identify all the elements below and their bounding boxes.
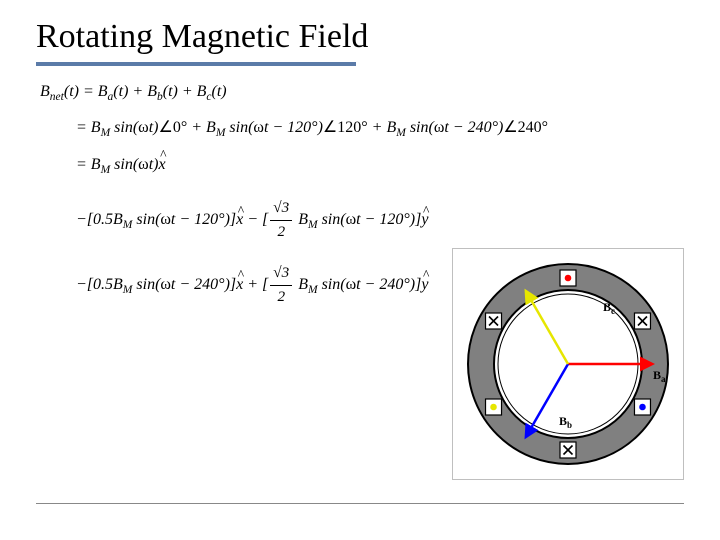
- footer-rule: [36, 503, 684, 504]
- eq-line-3: = BM sin(ωt)x: [76, 153, 684, 179]
- conductor: [486, 399, 502, 415]
- stator-diagram: BaBbBc: [452, 248, 684, 480]
- page-title: Rotating Magnetic Field: [36, 18, 684, 56]
- conductor: [560, 442, 576, 458]
- conductor: [634, 313, 650, 329]
- conductor: [486, 313, 502, 329]
- eq-line-4: −[0.5BM sin(ωt − 120°)]x − [√32 BM sin(ω…: [76, 197, 684, 244]
- eq-line-2: = BM sin(ωt)∠0° + BM sin(ωt − 120°)∠120°…: [76, 116, 684, 142]
- eq-line-1: Bnet(t) = Ba(t) + Bb(t) + Bc(t): [40, 80, 684, 106]
- conductor: [560, 270, 576, 286]
- conductor: [634, 399, 650, 415]
- title-underline: [36, 62, 356, 66]
